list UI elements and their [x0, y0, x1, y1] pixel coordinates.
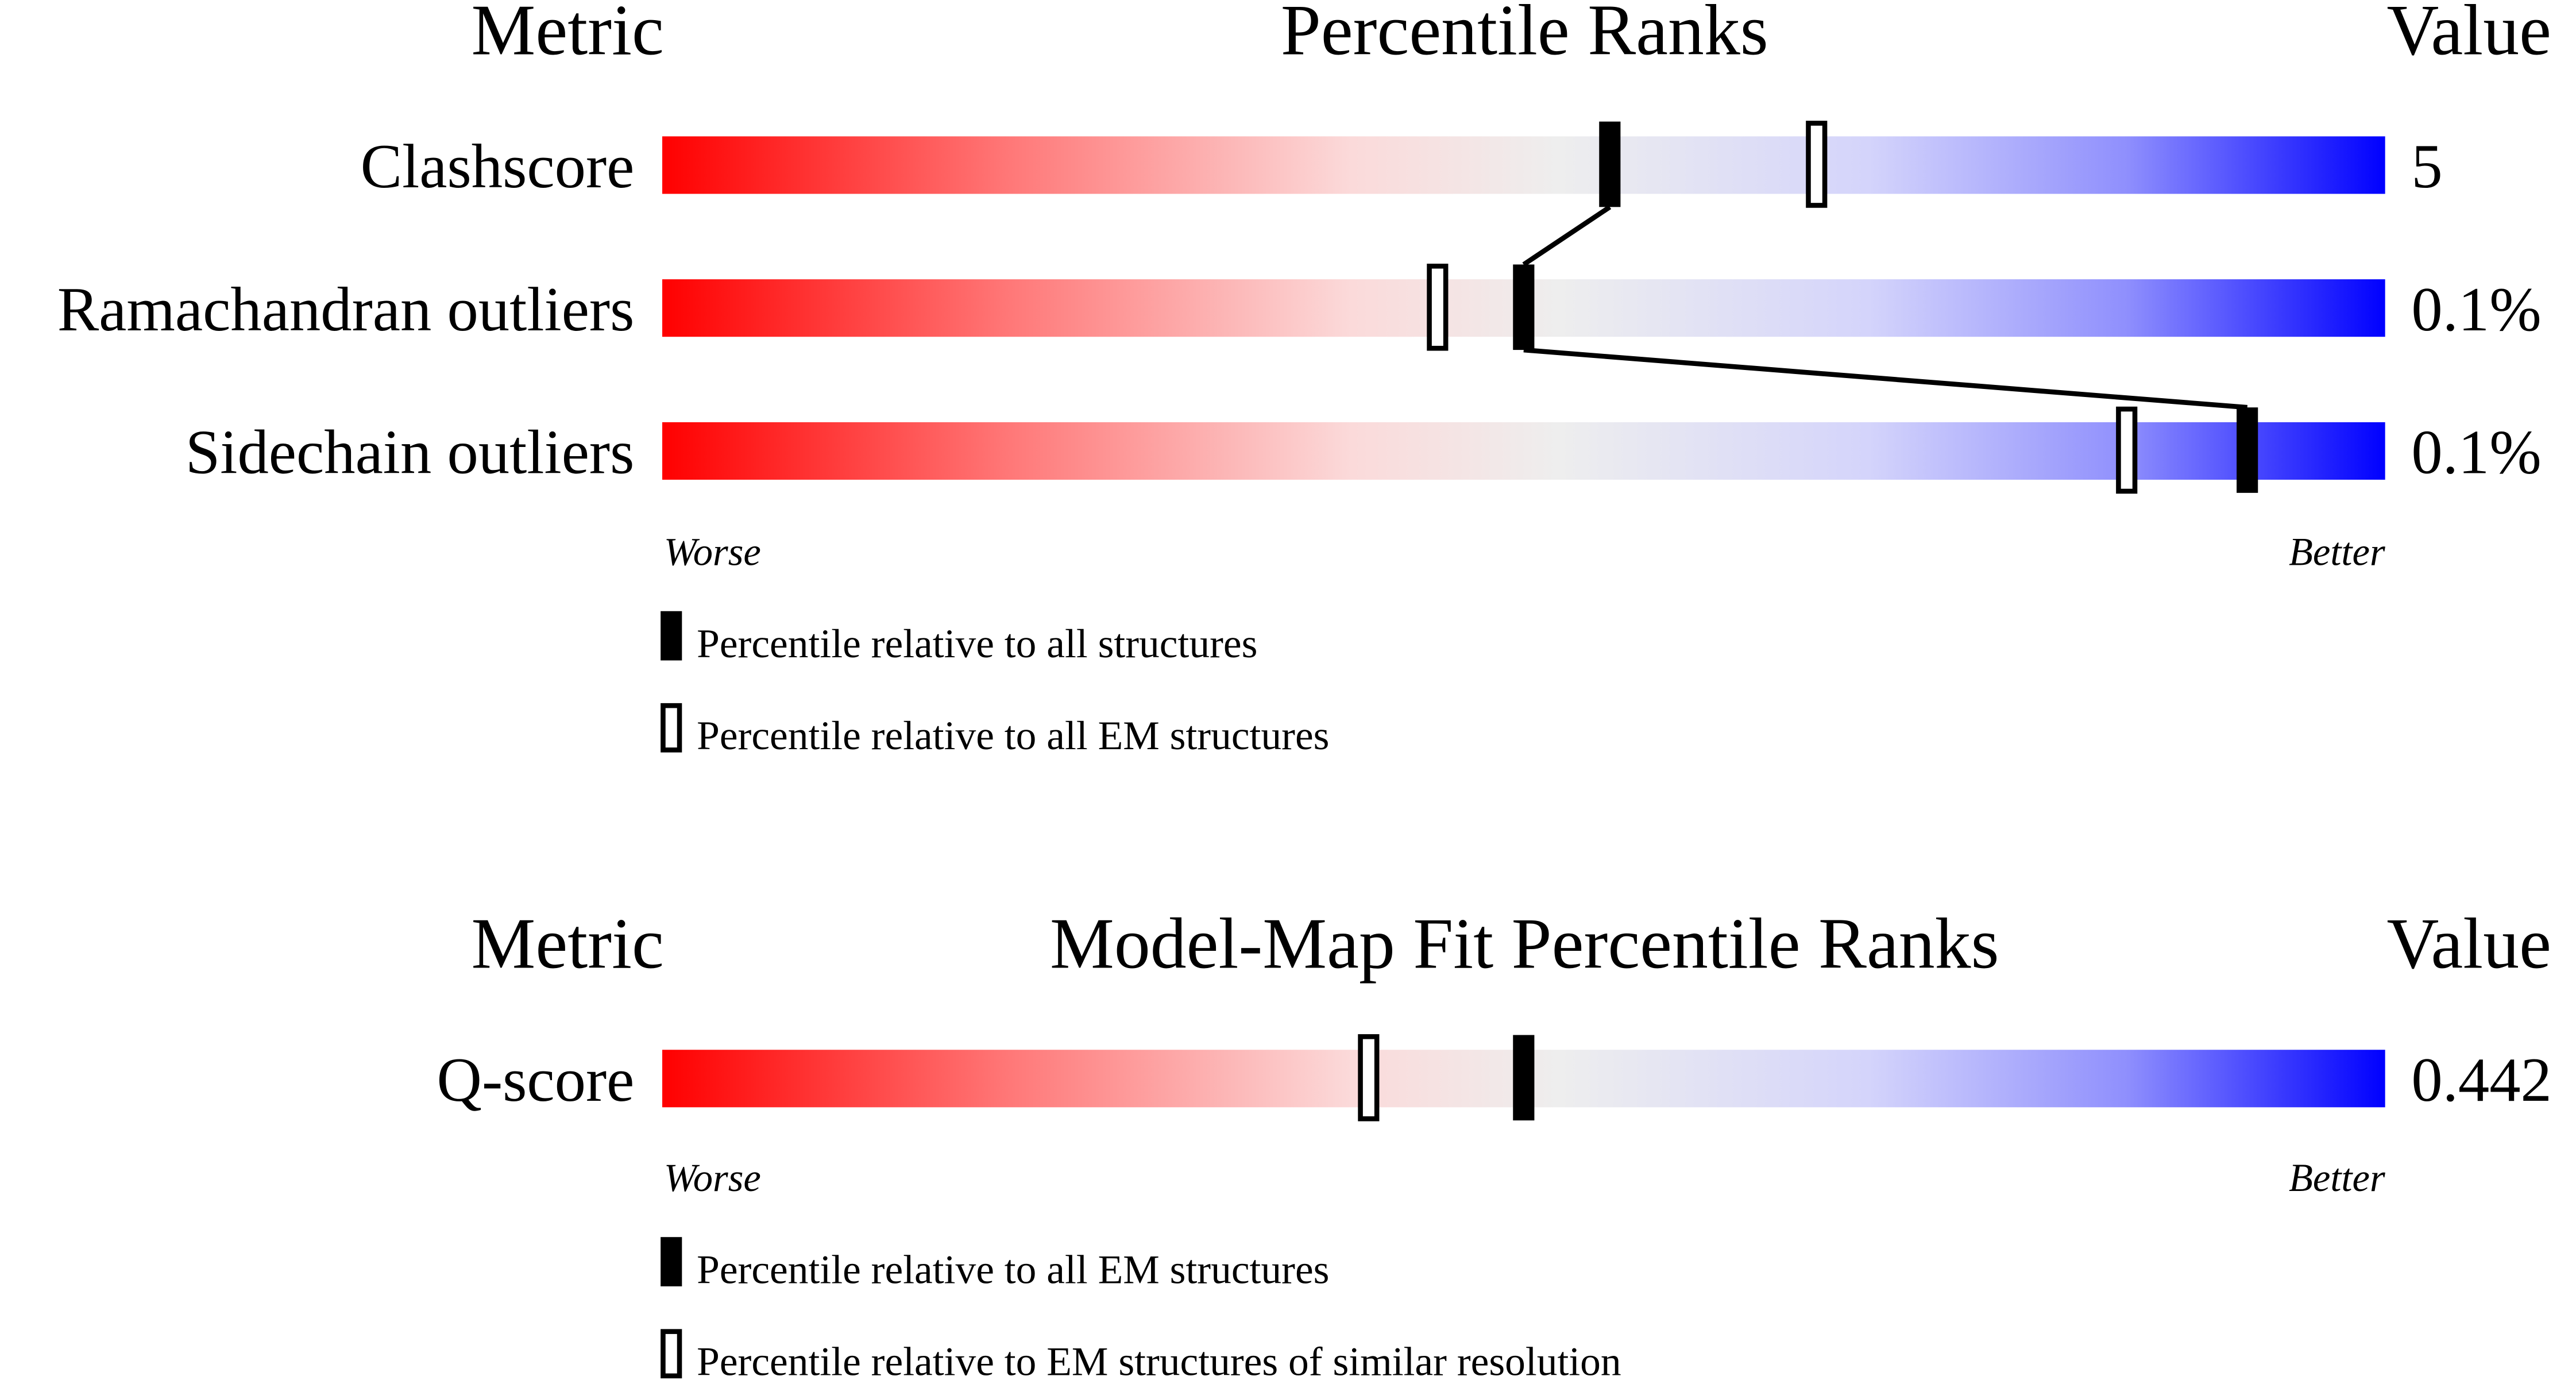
- legend-hollow-label: Percentile relative to all EM structures: [697, 713, 1329, 758]
- legend-filled-marker: [661, 611, 682, 661]
- metric-value: 0.442: [2411, 1045, 2551, 1115]
- connector-line: [1522, 205, 1612, 267]
- legend-hollow-label-2: Percentile relative to EM structures of …: [697, 1339, 1621, 1380]
- better-label: Better: [2289, 530, 2385, 574]
- percentile-bar: [662, 136, 2385, 194]
- legend-hollow-marker-2: [661, 1329, 682, 1379]
- percentile-bar: [662, 422, 2385, 480]
- metric-header: Metric: [472, 0, 664, 70]
- panel-2-rows: Q-score 0.442: [437, 1034, 2552, 1121]
- value-header-2: Value: [2387, 904, 2551, 984]
- legend-filled-label-2: Percentile relative to all EM structures: [697, 1247, 1329, 1292]
- hollow-percentile-marker: [1427, 263, 1449, 351]
- better-label-2: Better: [2289, 1156, 2385, 1200]
- metric-label: Sidechain outliers: [186, 418, 635, 487]
- filled-percentile-marker: [1599, 121, 1621, 207]
- connector-line: [1523, 347, 2248, 410]
- metric-label: Q-score: [437, 1045, 635, 1115]
- hollow-percentile-marker: [2116, 406, 2138, 494]
- metric-value: 0.1%: [2411, 418, 2541, 487]
- metric-value: 0.1%: [2411, 275, 2541, 344]
- worse-label: Worse: [664, 530, 761, 574]
- legend-filled-marker-2: [661, 1237, 682, 1287]
- metric-header-2: Metric: [472, 904, 664, 984]
- value-header: Value: [2387, 0, 2551, 70]
- metric-value: 5: [2411, 132, 2442, 201]
- worse-label-2: Worse: [664, 1156, 761, 1200]
- chart-title: Percentile Ranks: [1281, 0, 1768, 70]
- hollow-percentile-marker: [1806, 121, 1828, 208]
- filled-percentile-marker: [1513, 264, 1535, 350]
- chart-title-2: Model-Map Fit Percentile Ranks: [1050, 904, 1999, 984]
- legend-filled-label: Percentile relative to all structures: [697, 621, 1257, 666]
- legend-hollow-marker: [661, 703, 682, 753]
- filled-percentile-marker: [1513, 1035, 1535, 1121]
- hollow-percentile-marker: [1358, 1034, 1380, 1121]
- metric-label: Ramachandran outliers: [57, 275, 635, 344]
- panel-1-rows: Clashscore 5 Ramachandran outliers 0.1% Side…: [57, 121, 2542, 494]
- metric-label: Clashscore: [361, 132, 635, 201]
- filled-percentile-marker: [2237, 407, 2258, 493]
